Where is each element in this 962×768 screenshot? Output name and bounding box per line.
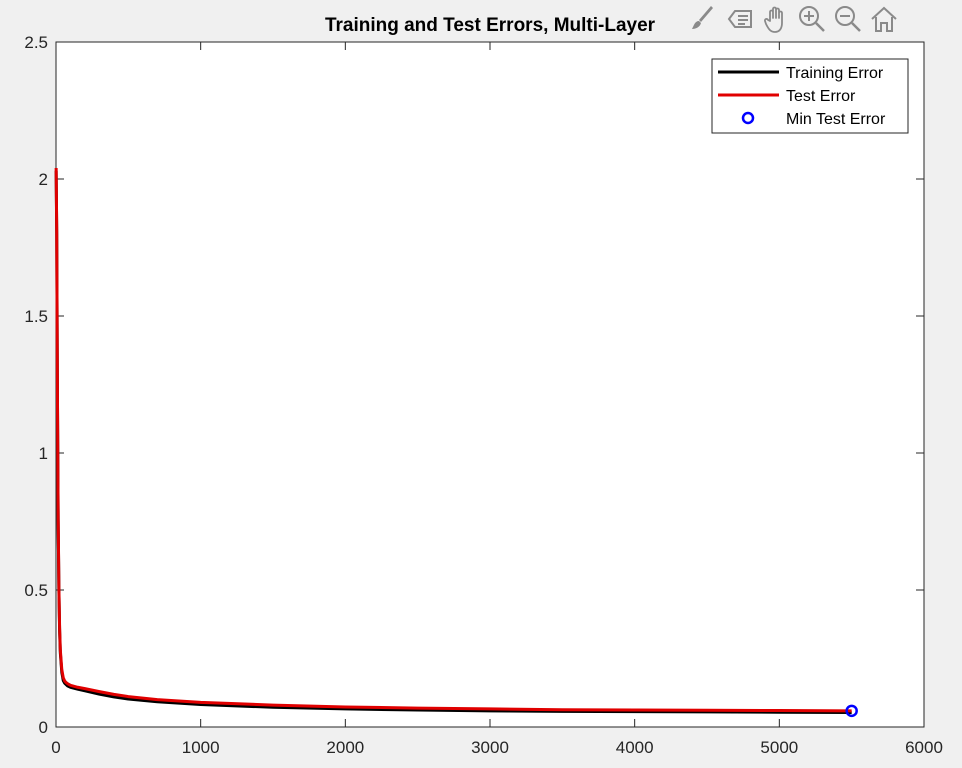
y-tick-label: 1.5 <box>24 307 48 326</box>
y-tick-label: 0 <box>39 718 48 737</box>
brush-icon[interactable] <box>688 3 720 35</box>
y-tick-label: 2 <box>39 170 48 189</box>
x-tick-label: 0 <box>51 738 60 757</box>
x-tick-label: 3000 <box>471 738 509 757</box>
ticks <box>55 41 925 728</box>
chart-title: Training and Test Errors, Multi-Layer <box>325 15 656 36</box>
legend-swatch-min <box>741 111 755 125</box>
x-tick-label: 4000 <box>616 738 654 757</box>
legend[interactable]: Training Error Test Error Min Test Error <box>711 58 909 134</box>
legend-label-training: Training Error <box>786 65 884 82</box>
x-tick-label: 1000 <box>182 738 220 757</box>
y-tick-label: 1 <box>39 444 48 463</box>
zoom-out-icon[interactable] <box>832 3 864 35</box>
axes-background[interactable] <box>55 41 925 728</box>
min-test-error-marker <box>845 704 858 718</box>
legend-label-min: Min Test Error <box>786 111 886 128</box>
y-tick-label: 2.5 <box>24 33 48 52</box>
x-tick-label: 6000 <box>905 738 943 757</box>
test-error-line <box>54 168 852 713</box>
plot-lines <box>54 168 858 718</box>
data-tip-icon[interactable] <box>724 3 756 35</box>
legend-label-test: Test Error <box>786 88 856 105</box>
y-tick-label: 0.5 <box>24 581 48 600</box>
home-icon[interactable] <box>868 3 900 35</box>
x-tick-label: 2000 <box>326 738 364 757</box>
zoom-in-icon[interactable] <box>796 3 828 35</box>
tick-labels: 0 1000 2000 3000 4000 5000 6000 0 0.5 1 1.5 2 2.5 <box>24 33 943 757</box>
figure-toolbar <box>688 2 900 36</box>
x-tick-label: 5000 <box>760 738 798 757</box>
pan-hand-icon[interactable] <box>760 3 792 35</box>
